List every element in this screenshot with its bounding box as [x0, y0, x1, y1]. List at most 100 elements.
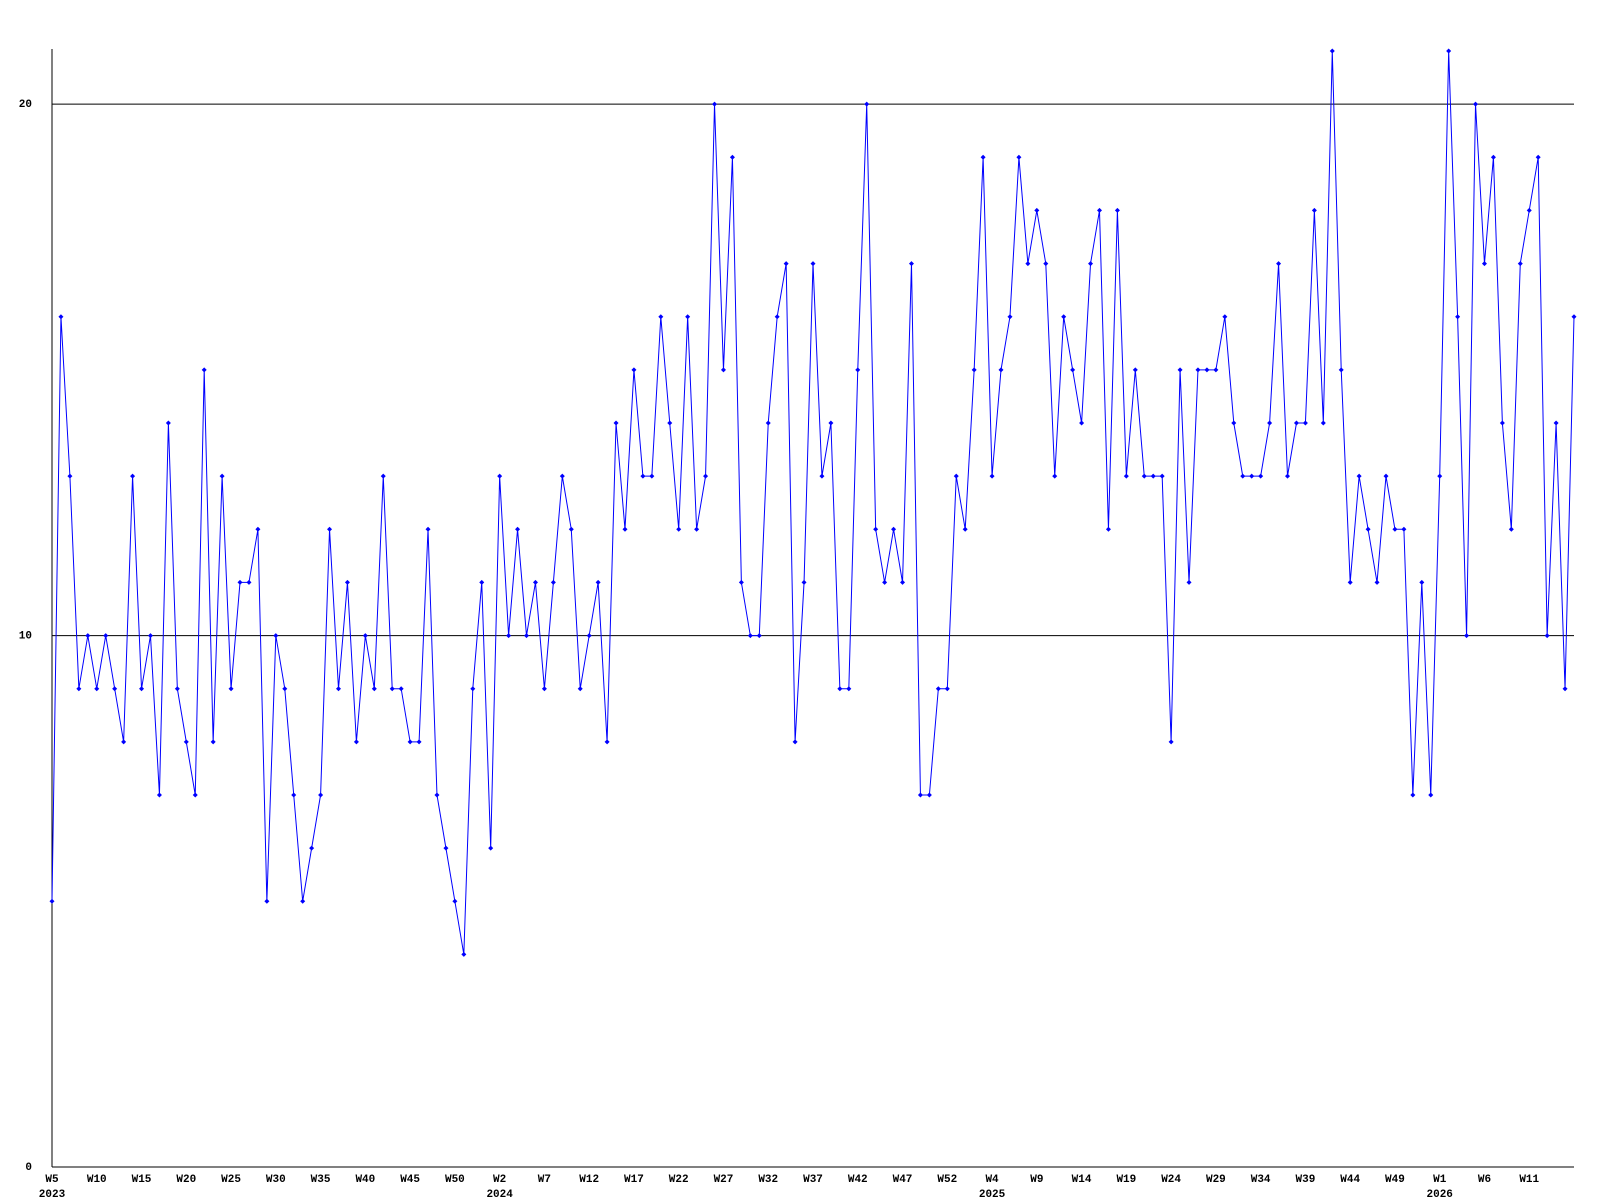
- point-marker: [604, 739, 610, 745]
- point-marker: [917, 792, 923, 798]
- point-marker: [1508, 526, 1514, 532]
- point-marker: [1096, 207, 1102, 213]
- point-marker: [1240, 473, 1246, 479]
- point-marker: [1374, 579, 1380, 585]
- point-marker: [165, 420, 171, 426]
- x-tick-label: W30: [266, 1174, 286, 1186]
- point-marker: [219, 473, 225, 479]
- x-tick-label: W9: [1030, 1174, 1043, 1186]
- x-tick-label: W12: [579, 1174, 599, 1186]
- point-marker: [58, 314, 64, 320]
- point-marker: [1464, 633, 1470, 639]
- point-marker: [1446, 48, 1452, 54]
- point-marker: [1437, 473, 1443, 479]
- point-marker: [291, 792, 297, 798]
- point-marker: [1177, 367, 1183, 373]
- point-marker: [488, 845, 494, 851]
- point-marker: [335, 686, 341, 692]
- x-tick-label: W47: [893, 1174, 913, 1186]
- point-marker: [873, 526, 879, 532]
- point-marker: [1150, 473, 1156, 479]
- point-marker: [327, 526, 333, 532]
- y-tick-label: 20: [19, 99, 32, 111]
- point-marker: [1141, 473, 1147, 479]
- point-marker: [515, 526, 521, 532]
- point-marker: [461, 951, 467, 957]
- point-marker: [783, 261, 789, 267]
- point-marker: [998, 367, 1004, 373]
- point-marker: [174, 686, 180, 692]
- x-tick-label: W5: [45, 1174, 59, 1186]
- point-marker: [1383, 473, 1389, 479]
- point-marker: [497, 473, 503, 479]
- point-marker: [1499, 420, 1505, 426]
- point-marker: [192, 792, 198, 798]
- x-tick-label: W27: [714, 1174, 734, 1186]
- point-marker: [210, 739, 216, 745]
- point-marker: [667, 420, 673, 426]
- point-marker: [792, 739, 798, 745]
- point-marker: [1490, 154, 1496, 160]
- point-marker: [1034, 207, 1040, 213]
- point-marker: [586, 633, 592, 639]
- point-marker: [1293, 420, 1299, 426]
- point-marker: [550, 579, 556, 585]
- x-tick-label: W25: [221, 1174, 241, 1186]
- point-marker: [1231, 420, 1237, 426]
- point-marker: [855, 367, 861, 373]
- point-marker: [1267, 420, 1273, 426]
- point-marker: [1473, 101, 1479, 107]
- point-marker: [1043, 261, 1049, 267]
- point-marker: [685, 314, 691, 320]
- point-marker: [801, 579, 807, 585]
- x-tick-label: W42: [848, 1174, 868, 1186]
- point-marker: [1517, 261, 1523, 267]
- point-marker: [237, 579, 243, 585]
- point-marker: [1535, 154, 1541, 160]
- point-marker: [971, 367, 977, 373]
- point-marker: [649, 473, 655, 479]
- point-marker: [362, 633, 368, 639]
- point-marker: [864, 101, 870, 107]
- x-tick-label: W44: [1340, 1174, 1360, 1186]
- x-year-label: 2023: [39, 1189, 66, 1200]
- point-marker: [76, 686, 82, 692]
- point-marker: [300, 898, 306, 904]
- point-marker: [344, 579, 350, 585]
- point-marker: [774, 314, 780, 320]
- point-marker: [1526, 207, 1532, 213]
- x-tick-label: W1: [1433, 1174, 1447, 1186]
- point-marker: [613, 420, 619, 426]
- point-marker: [1222, 314, 1228, 320]
- point-marker: [1007, 314, 1013, 320]
- point-marker: [1159, 473, 1165, 479]
- point-marker: [810, 261, 816, 267]
- point-marker: [1410, 792, 1416, 798]
- x-tick-label: W45: [400, 1174, 420, 1186]
- point-marker: [1428, 792, 1434, 798]
- point-marker: [935, 686, 941, 692]
- point-marker: [837, 686, 843, 692]
- point-marker: [568, 526, 574, 532]
- point-marker: [506, 633, 512, 639]
- point-marker: [1186, 579, 1192, 585]
- point-marker: [1311, 207, 1317, 213]
- point-marker: [1356, 473, 1362, 479]
- point-marker: [1419, 579, 1425, 585]
- point-marker: [1088, 261, 1094, 267]
- x-tick-label: W34: [1251, 1174, 1271, 1186]
- point-marker: [1105, 526, 1111, 532]
- point-marker: [1553, 420, 1559, 426]
- x-tick-label: W4: [985, 1174, 999, 1186]
- point-marker: [1123, 473, 1129, 479]
- point-marker: [1455, 314, 1461, 320]
- point-marker: [139, 686, 145, 692]
- point-marker: [273, 633, 279, 639]
- point-marker: [282, 686, 288, 692]
- point-marker: [1213, 367, 1219, 373]
- point-marker: [318, 792, 324, 798]
- point-marker: [729, 154, 735, 160]
- point-marker: [398, 686, 404, 692]
- point-marker: [1025, 261, 1031, 267]
- point-marker: [900, 579, 906, 585]
